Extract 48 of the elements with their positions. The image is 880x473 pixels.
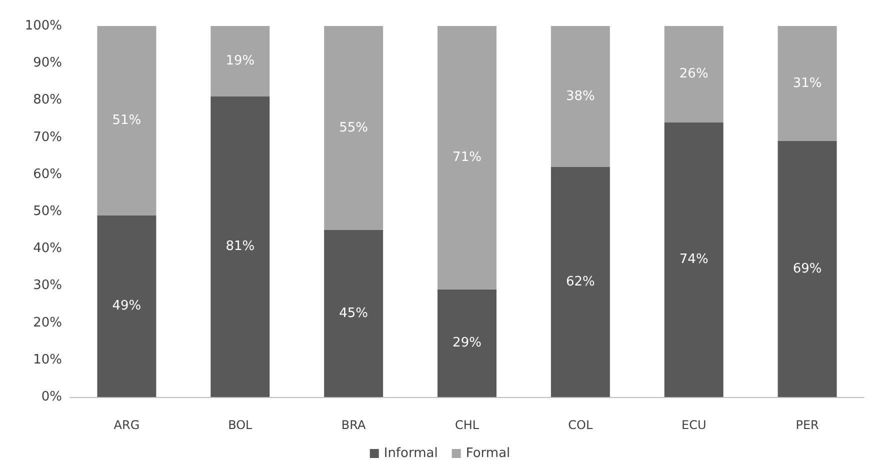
bar bbox=[778, 26, 837, 142]
data-label: 31% bbox=[792, 76, 822, 92]
legend-label: Informal bbox=[384, 446, 438, 461]
bar bbox=[438, 26, 496, 290]
y-tick-label: 10% bbox=[33, 352, 62, 368]
bar bbox=[210, 96, 270, 397]
y-tick-label: 40% bbox=[33, 241, 62, 256]
data-label: 71% bbox=[452, 150, 482, 166]
bar bbox=[324, 230, 384, 397]
bar bbox=[664, 26, 724, 122]
y-tick-label: 80% bbox=[33, 92, 62, 108]
data-label: 55% bbox=[339, 120, 368, 136]
legend-label: Formal bbox=[466, 446, 510, 461]
bar bbox=[550, 166, 610, 397]
x-tick-label: COL bbox=[568, 418, 593, 432]
bar bbox=[664, 122, 724, 397]
data-label: 51% bbox=[112, 113, 142, 128]
data-label: 62% bbox=[566, 274, 595, 290]
data-label: 74% bbox=[679, 252, 708, 268]
y-tick-label: 100% bbox=[24, 18, 62, 34]
data-label: 69% bbox=[792, 262, 822, 277]
y-tick-label: 90% bbox=[33, 56, 62, 71]
bar bbox=[438, 289, 496, 397]
x-tick-label: ECU bbox=[681, 418, 706, 432]
bar bbox=[324, 26, 384, 230]
bar bbox=[97, 215, 156, 397]
bar bbox=[97, 26, 156, 216]
x-tick-label: BOL bbox=[228, 418, 253, 432]
y-tick-label: 70% bbox=[33, 130, 62, 145]
bar bbox=[210, 26, 270, 96]
x-tick-label: CHL bbox=[454, 418, 480, 432]
data-label: 81% bbox=[226, 239, 255, 254]
data-label: 49% bbox=[112, 298, 142, 314]
y-tick-label: 20% bbox=[33, 315, 62, 330]
x-tick-label: ARG bbox=[114, 418, 140, 432]
data-label: 26% bbox=[679, 66, 708, 82]
x-tick-label: BRA bbox=[341, 418, 367, 432]
bar bbox=[550, 26, 610, 167]
data-label: 29% bbox=[452, 336, 482, 351]
data-label: 38% bbox=[566, 88, 595, 104]
x-tick-label: PER bbox=[796, 418, 819, 432]
y-tick-label: 30% bbox=[33, 278, 62, 294]
y-tick-label: 50% bbox=[33, 204, 62, 219]
data-label: 45% bbox=[339, 306, 368, 322]
bar bbox=[778, 141, 837, 397]
data-label: 19% bbox=[226, 54, 255, 69]
y-tick-label: 0% bbox=[41, 390, 62, 404]
y-tick-label: 60% bbox=[33, 166, 62, 182]
